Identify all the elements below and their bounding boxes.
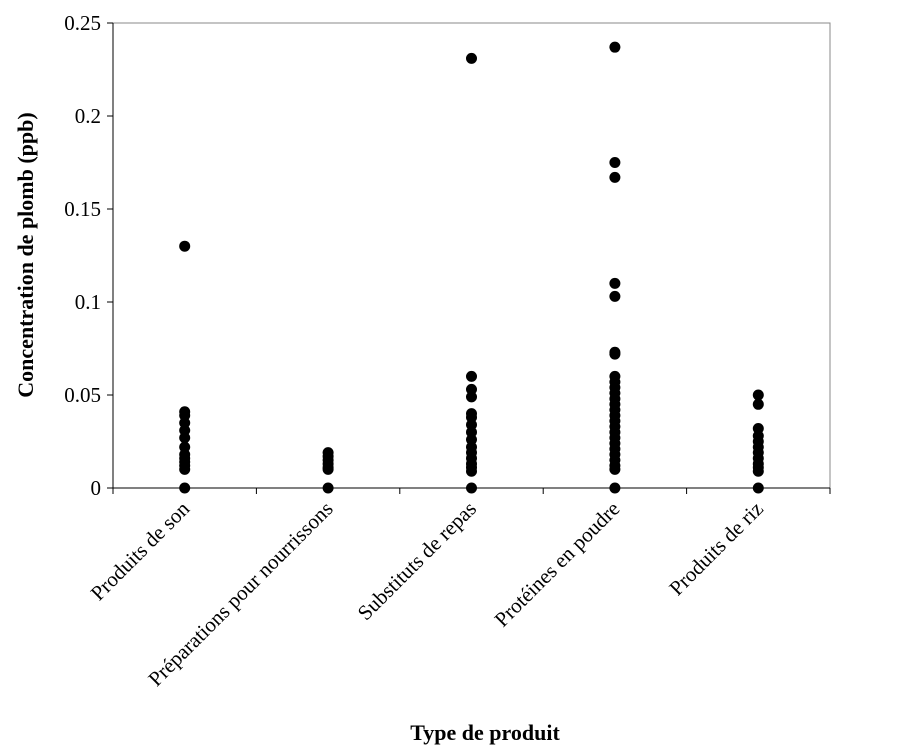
data-point [752,465,764,477]
x-tick-label: Produits de riz [664,497,768,601]
y-tick-label: 0.1 [75,290,101,314]
x-tick-label: Protéines en poudre [490,497,625,632]
data-point [179,240,191,252]
data-point [752,389,764,401]
data-point [466,391,477,403]
data-point [179,432,191,444]
data-point [609,348,621,360]
data-point [466,370,477,382]
x-tick-label: Substituts de repas [353,497,481,625]
data-point [609,482,621,494]
data-point [466,465,477,477]
y-tick-label: 0.15 [64,197,101,221]
data-point [609,290,621,302]
y-axis-title: Concentration de plomb (ppb) [13,112,38,397]
data-point [466,482,477,494]
data-point [609,463,621,475]
data-point [609,157,621,168]
data-point [609,171,621,183]
y-tick-label: 0.05 [64,383,101,407]
data-point [322,482,334,494]
data-point [752,398,764,410]
y-tick-label: 0.2 [75,104,101,128]
data-point [466,52,477,64]
data-point [322,463,334,475]
data-point [179,463,191,475]
data-point [179,482,191,494]
x-axis-title: Type de produit [410,720,560,745]
y-tick-label: 0.25 [64,11,101,35]
y-tick-label: 0 [91,476,102,500]
data-point [752,482,764,494]
data-point [609,41,621,53]
x-tick-label: Produits de son [86,496,195,605]
data-point [609,277,621,289]
